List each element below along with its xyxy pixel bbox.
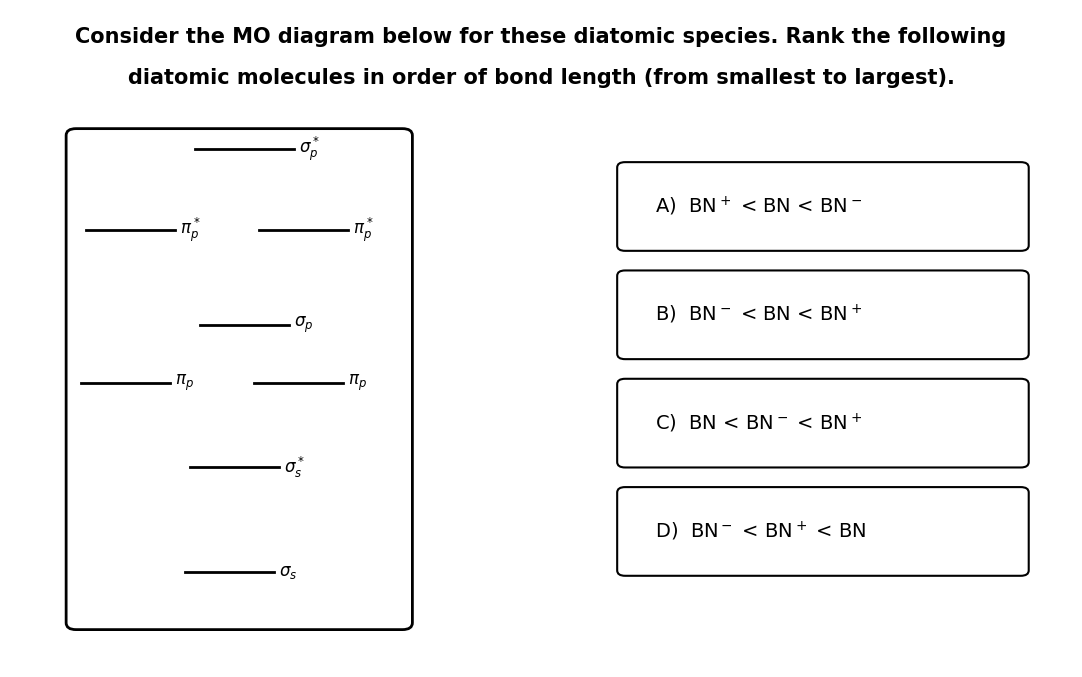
FancyBboxPatch shape bbox=[617, 162, 1029, 250]
Text: $\sigma_s$: $\sigma_s$ bbox=[279, 563, 298, 581]
Text: Consider the MO diagram below for these diatomic species. Rank the following: Consider the MO diagram below for these … bbox=[76, 27, 1006, 47]
Text: B)  BN$^-$ < BN < BN$^+$: B) BN$^-$ < BN < BN$^+$ bbox=[655, 303, 862, 326]
FancyBboxPatch shape bbox=[66, 129, 412, 630]
Text: $\pi_p$: $\pi_p$ bbox=[175, 372, 194, 393]
FancyBboxPatch shape bbox=[617, 378, 1029, 467]
Text: $\sigma_p^*$: $\sigma_p^*$ bbox=[299, 135, 319, 163]
Text: $\pi_p$: $\pi_p$ bbox=[348, 372, 367, 393]
FancyBboxPatch shape bbox=[617, 487, 1029, 575]
Text: $\pi_p^*$: $\pi_p^*$ bbox=[180, 216, 200, 244]
Text: $\sigma_s^*$: $\sigma_s^*$ bbox=[283, 454, 305, 480]
Text: C)  BN < BN$^-$ < BN$^+$: C) BN < BN$^-$ < BN$^+$ bbox=[655, 412, 862, 435]
Text: D)  BN$^-$ < BN$^+$ < BN: D) BN$^-$ < BN$^+$ < BN bbox=[655, 520, 867, 543]
Text: $\pi_p^*$: $\pi_p^*$ bbox=[353, 216, 373, 244]
Text: diatomic molecules in order of bond length (from smallest to largest).: diatomic molecules in order of bond leng… bbox=[128, 68, 954, 88]
Text: $\sigma_p$: $\sigma_p$ bbox=[293, 315, 313, 335]
FancyBboxPatch shape bbox=[617, 270, 1029, 359]
Text: A)  BN$^+$ < BN < BN$^-$: A) BN$^+$ < BN < BN$^-$ bbox=[655, 195, 862, 218]
